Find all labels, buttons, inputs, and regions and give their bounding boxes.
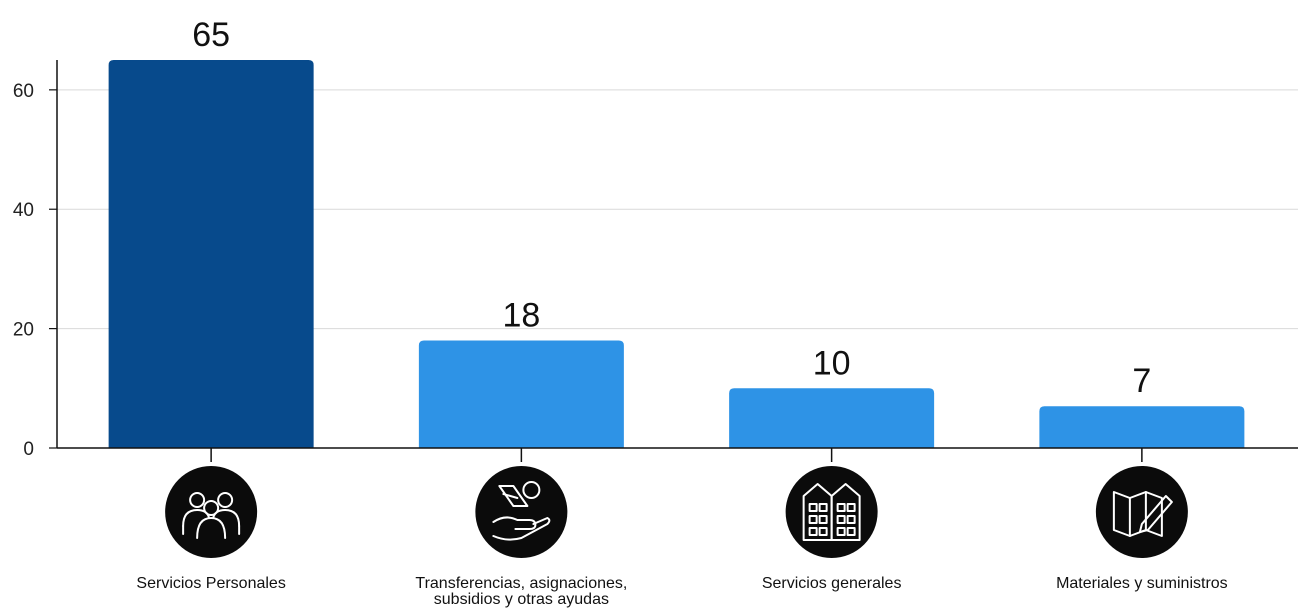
money-hand-icon [475,466,568,558]
map-pencil-icon [1095,466,1188,558]
bar [729,388,935,448]
data-label: 7 [1132,362,1151,400]
data-label: 18 [502,297,540,335]
category-label: subsidios y otras ayudas [434,591,609,608]
bar [1039,406,1245,448]
y-tick-label: 40 [13,200,34,221]
y-axis-ticks: 0 20 40 60 [13,81,57,460]
x-axis-ticks [210,448,1143,462]
bar [418,340,624,448]
y-tick-label: 60 [13,81,34,102]
people-group-icon [165,466,258,558]
buildings-icon [785,466,878,558]
bar [108,60,314,448]
data-label: 65 [192,16,230,54]
category-labels: Servicios Personales Transferencias, asig… [136,575,1227,608]
bars [108,60,1245,448]
category-label: Servicios Personales [136,575,285,592]
data-labels: 65 18 10 7 [192,16,1151,400]
y-tick-label: 20 [13,320,34,341]
data-label: 10 [813,344,851,382]
category-label: Transferencias, asignaciones, [415,575,627,592]
category-icons [165,466,1188,558]
category-label: Materiales y suministros [1056,575,1228,592]
y-tick-label: 0 [23,439,34,460]
category-label: Servicios generales [762,575,902,592]
